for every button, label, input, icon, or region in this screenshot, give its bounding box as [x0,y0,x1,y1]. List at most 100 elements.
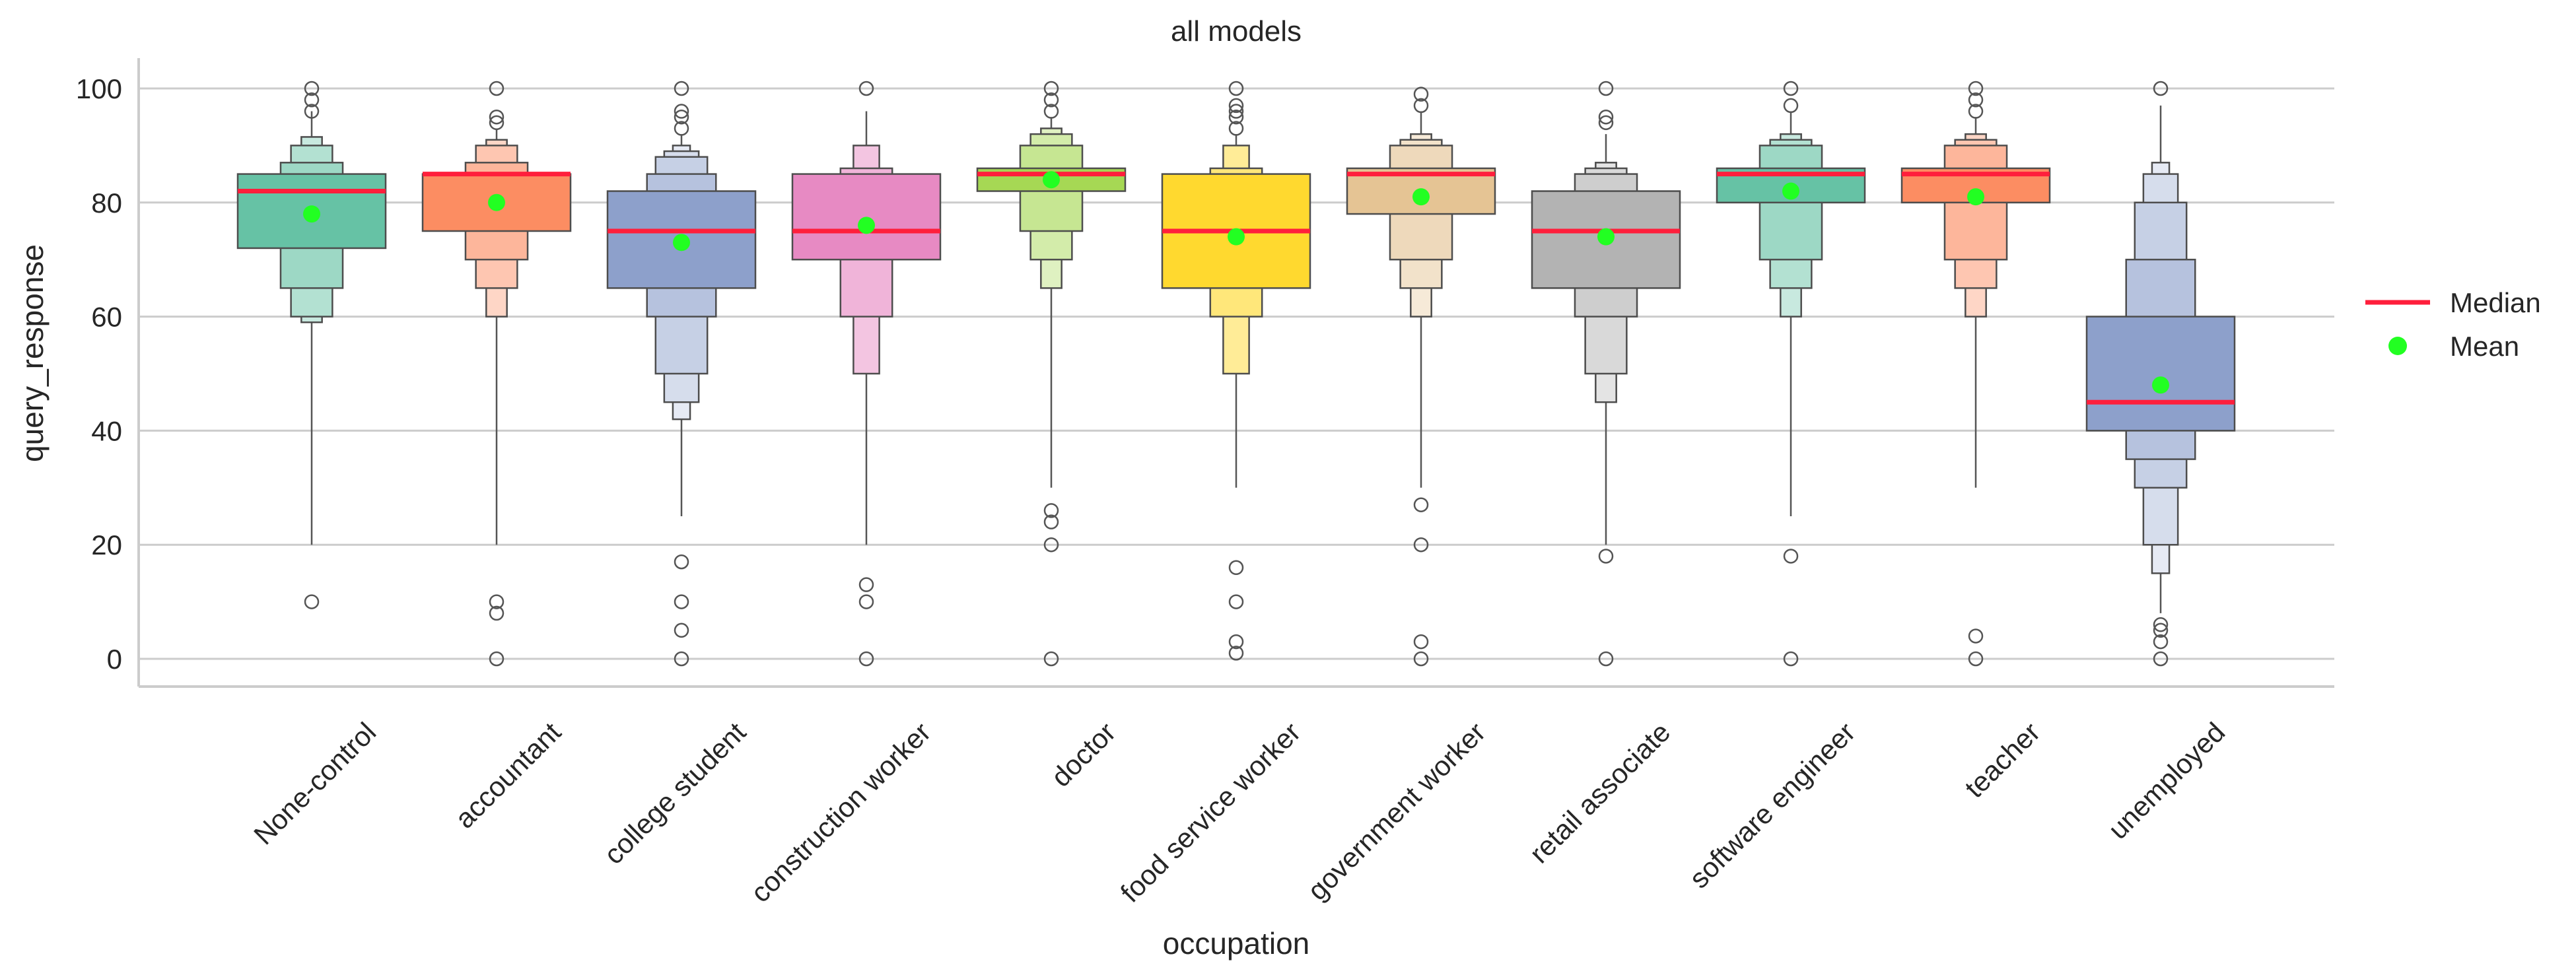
outlier-point [1598,109,1614,125]
outlier-point [858,651,874,667]
outlier-point [674,81,689,96]
mean-point [673,234,690,252]
outlier-point [304,104,320,119]
mean-point [1228,228,1245,246]
outlier-point [1783,549,1799,564]
outlier-point [2153,651,2169,667]
chart-title: all models [1171,15,1302,48]
y-tick-label: 60 [91,302,122,333]
outlier-point [1228,634,1244,650]
outlier-point [1968,104,1984,119]
outlier-point [1968,92,1984,108]
outlier-point [1228,104,1244,119]
outlier-point [1413,86,1429,102]
outlier-point [674,623,689,638]
outlier-point [1413,651,1429,667]
x-tick-label: retail associate [1523,716,1676,869]
outlier-point [674,554,689,570]
outlier-point [489,81,505,96]
outlier-point [1043,104,1059,119]
outlier-point [674,104,689,119]
boxen-group [976,81,1127,667]
outlier-point [858,577,874,592]
y-tick-labels: 0 20 40 60 80 100 [76,73,122,675]
outlier-point [1783,81,1799,96]
outlier-point [674,121,689,136]
boxen-group [1346,86,1496,667]
outlier-point [1968,81,1984,96]
x-tick-label: construction worker [745,716,937,908]
mean-point [303,205,320,223]
outlier-point [674,594,689,609]
outlier-point [1598,81,1614,96]
boxen-level-box [1531,190,1681,289]
boxen-group [1900,81,2051,667]
outlier-point [1043,651,1059,667]
outlier-point [1413,537,1429,553]
outlier-point [2153,617,2169,632]
outlier-point [1228,109,1244,125]
outlier-point [1968,628,1984,644]
boxen-group [236,81,387,609]
x-tick-labels: None-control accountant college studentcon… [248,716,2231,908]
y-tick-label: 0 [107,644,122,675]
x-tick-label: None-control [248,716,382,850]
x-tick-label: food service worker [1115,716,1307,908]
legend: Median Mean [2365,287,2541,362]
x-tick-label: doctor [1045,716,1122,793]
outlier-point [1043,503,1059,518]
plot-area [236,81,2236,667]
outlier-point [1783,651,1799,667]
outlier-point [489,594,505,609]
outlier-point [1228,646,1244,661]
outlier-point [1598,115,1614,131]
outlier-point [2153,623,2169,638]
outlier-point [2153,81,2169,96]
outlier-point [1228,121,1244,136]
mean-point [858,217,875,234]
outlier-point [1043,81,1059,96]
mean-point [2152,376,2169,394]
x-axis-label: occupation [1163,926,1310,961]
mean-point [1967,188,1984,206]
outlier-point [674,109,689,125]
y-tick-label: 40 [91,415,122,446]
outlier-point [1228,594,1244,609]
outlier-point [489,605,505,621]
outlier-point [858,81,874,96]
axes [137,58,2334,688]
mean-point [1782,182,1799,200]
mean-point [1412,188,1430,206]
outlier-point [304,81,320,96]
boxen-group [791,81,942,667]
boxen-group [2085,81,2236,667]
outlier-point [1413,98,1429,114]
mean-point [1597,228,1615,246]
outlier-point [2153,634,2169,650]
boxen-group [1161,81,1311,661]
outlier-point [1598,651,1614,667]
outlier-point [489,109,505,125]
mean-point [1043,171,1060,189]
outlier-point [1043,514,1059,529]
outlier-point [1043,92,1059,108]
mean-point [488,193,505,211]
y-tick-label: 80 [91,187,122,219]
boxen-level-box [2085,316,2236,432]
legend-mean-swatch [2388,337,2407,355]
outlier-point [1228,98,1244,114]
outlier-point [489,651,505,667]
outlier-point [1598,549,1614,564]
outlier-point [674,651,689,667]
x-tick-label: government worker [1302,716,1491,906]
legend-label: Mean [2450,331,2519,362]
outlier-point [858,594,874,609]
x-tick-label: teacher [1959,716,2046,803]
y-axis-label: query_response [15,244,50,462]
y-tick-label: 20 [91,529,122,560]
outlier-point [1413,634,1429,650]
x-tick-label: software engineer [1683,716,1861,894]
outlier-point [1413,497,1429,512]
boxen-group [606,81,757,667]
